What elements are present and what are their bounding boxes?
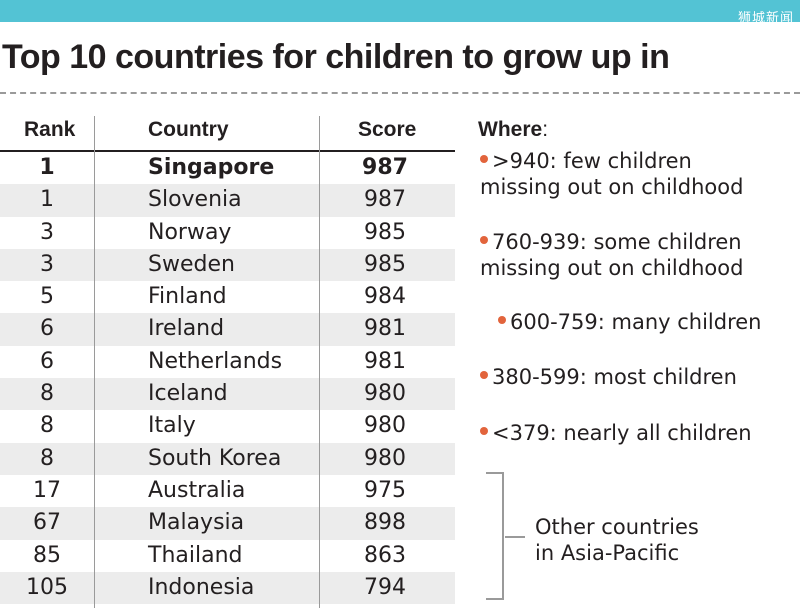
bullet-dot-icon bbox=[480, 427, 488, 435]
cell-country: Sweden bbox=[148, 251, 235, 277]
cell-score: 987 bbox=[364, 187, 406, 213]
asia-pacific-bracket bbox=[486, 472, 504, 600]
chart-title: Top 10 countries for children to grow up… bbox=[2, 38, 670, 76]
legend-item-text: 600-759: many children bbox=[510, 310, 762, 334]
cell-rank: 3 bbox=[40, 251, 54, 277]
legend-title-colon: : bbox=[542, 118, 549, 141]
cell-score: 980 bbox=[364, 381, 406, 407]
cell-country: South Korea bbox=[148, 445, 282, 471]
table-row: 5 Finland 984 bbox=[0, 281, 455, 313]
table-row: 85 Thailand 863 bbox=[0, 540, 455, 572]
cell-rank: 8 bbox=[40, 413, 54, 439]
table-row: 8 South Korea 980 bbox=[0, 442, 455, 475]
table-row: 105 Indonesia 794 bbox=[0, 571, 455, 605]
legend-item: >940: few children missing out on childh… bbox=[480, 148, 743, 200]
legend-item: <379: nearly all children bbox=[480, 420, 752, 446]
cell-score: 981 bbox=[364, 316, 406, 342]
bracket-pointer bbox=[505, 536, 525, 538]
cell-score: 984 bbox=[364, 284, 406, 310]
table-row: 6 Ireland 981 bbox=[0, 313, 455, 346]
legend-item: 600-759: many children bbox=[498, 309, 762, 335]
column-header-rank: Rank bbox=[24, 118, 76, 141]
column-divider-score bbox=[319, 116, 320, 608]
top-color-bar: 狮城新闻 bbox=[0, 0, 800, 26]
cell-score: 975 bbox=[364, 477, 406, 503]
column-header-score: Score bbox=[358, 118, 417, 141]
cell-score: 898 bbox=[364, 510, 406, 536]
table-row: 8 Italy 980 bbox=[0, 410, 455, 442]
cell-score: 985 bbox=[364, 251, 406, 277]
legend-item-text: 760-939: some children missing out on ch… bbox=[480, 230, 744, 280]
table-row: 1 Slovenia 987 bbox=[0, 184, 455, 217]
cell-rank: 5 bbox=[40, 284, 54, 310]
legend-item: 760-939: some children missing out on ch… bbox=[480, 229, 743, 281]
cell-rank: 6 bbox=[40, 348, 54, 374]
cell-rank: 3 bbox=[40, 219, 54, 245]
cell-score: 987 bbox=[362, 155, 408, 180]
cell-rank: 8 bbox=[40, 381, 54, 407]
legend-title: Where: bbox=[478, 118, 798, 142]
bullet-dot-icon bbox=[480, 236, 488, 244]
table-row: 17 Australia 975 bbox=[0, 475, 455, 507]
legend: Where: >940: few children missing out on… bbox=[478, 118, 798, 445]
table-row: 8 Iceland 980 bbox=[0, 378, 455, 411]
bullet-dot-icon bbox=[498, 316, 506, 324]
cell-rank: 1 bbox=[39, 155, 55, 180]
cell-rank: 85 bbox=[33, 542, 61, 568]
table-row: 3 Norway 985 bbox=[0, 217, 455, 249]
cell-rank: 67 bbox=[33, 510, 61, 536]
column-header-country: Country bbox=[148, 118, 229, 141]
cell-rank: 17 bbox=[33, 477, 61, 503]
cell-country: Iceland bbox=[148, 381, 228, 407]
bullet-dot-icon bbox=[480, 155, 488, 163]
table-row: 67 Malaysia 898 bbox=[0, 507, 455, 540]
table-header: Rank Country Score bbox=[0, 114, 455, 152]
cell-country: Norway bbox=[148, 219, 232, 245]
table-body: 1 Singapore 987 1 Slovenia 987 3 Norway 985 3 Swed… bbox=[0, 152, 455, 605]
cell-rank: 1 bbox=[40, 187, 54, 213]
cell-score: 794 bbox=[364, 574, 406, 600]
cell-score: 863 bbox=[364, 542, 406, 568]
table-row: 6 Netherlands 981 bbox=[0, 346, 455, 378]
cell-country: Netherlands bbox=[148, 348, 283, 374]
legend-item-text: <379: nearly all children bbox=[492, 421, 752, 445]
cell-country: Indonesia bbox=[148, 574, 255, 600]
cell-country: Slovenia bbox=[148, 187, 242, 213]
cell-country: Singapore bbox=[148, 155, 275, 180]
cell-country: Italy bbox=[148, 413, 196, 439]
cell-score: 985 bbox=[364, 219, 406, 245]
cell-rank: 6 bbox=[40, 316, 54, 342]
cell-country: Thailand bbox=[148, 542, 243, 568]
table-row: 1 Singapore 987 bbox=[0, 152, 455, 184]
cell-score: 981 bbox=[364, 348, 406, 374]
column-divider-rank bbox=[94, 116, 95, 608]
dashed-divider bbox=[0, 92, 800, 94]
watermark: 狮城新闻 bbox=[737, 11, 794, 26]
ranking-table: Rank Country Score 1 Singapore 987 1 Sloveni… bbox=[0, 114, 455, 605]
cell-score: 980 bbox=[364, 445, 406, 471]
asia-pacific-label: Other countries in Asia-Pacific bbox=[535, 515, 699, 565]
cell-country: Ireland bbox=[148, 316, 225, 342]
cell-country: Malaysia bbox=[148, 510, 245, 536]
legend-item: 380-599: most children bbox=[480, 364, 737, 390]
legend-title-text: Where bbox=[478, 118, 543, 141]
legend-item-text: >940: few children missing out on childh… bbox=[480, 149, 744, 199]
legend-item-text: 380-599: most children bbox=[492, 365, 737, 389]
bullet-dot-icon bbox=[480, 371, 488, 379]
cell-rank: 8 bbox=[40, 445, 54, 471]
table-row: 3 Sweden 985 bbox=[0, 248, 455, 282]
cell-country: Finland bbox=[148, 284, 227, 310]
cell-country: Australia bbox=[148, 477, 246, 503]
cell-rank: 105 bbox=[26, 574, 68, 600]
cell-score: 980 bbox=[364, 413, 406, 439]
